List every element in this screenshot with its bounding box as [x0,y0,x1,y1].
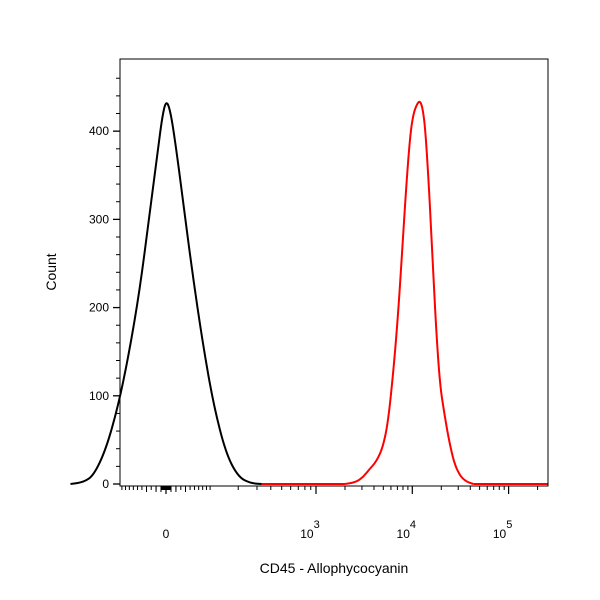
y-axis-label: Count [43,253,59,290]
series-line-1 [344,100,474,485]
series-lines [70,100,548,485]
plot-frame [119,58,549,487]
y-tick-label: 0 [102,477,109,491]
x-tick-label: 103 [300,519,319,541]
x-tick-label: 105 [493,519,512,541]
x-major-ticks: 0 103 104 105 [163,486,512,541]
x-tick-label: 0 [163,527,170,541]
x-minor-ticks [121,486,539,492]
y-tick-label: 200 [89,301,109,315]
x-axis-label: CD45 - Allophycocyanin [260,560,409,576]
y-tick-label: 400 [89,124,109,138]
y-ticks: 0 100 200 300 400 [89,77,120,491]
y-tick-label: 300 [89,212,109,226]
x-tick-label: 104 [397,519,416,541]
y-tick-label: 100 [89,389,109,403]
series-line-0 [70,102,262,485]
